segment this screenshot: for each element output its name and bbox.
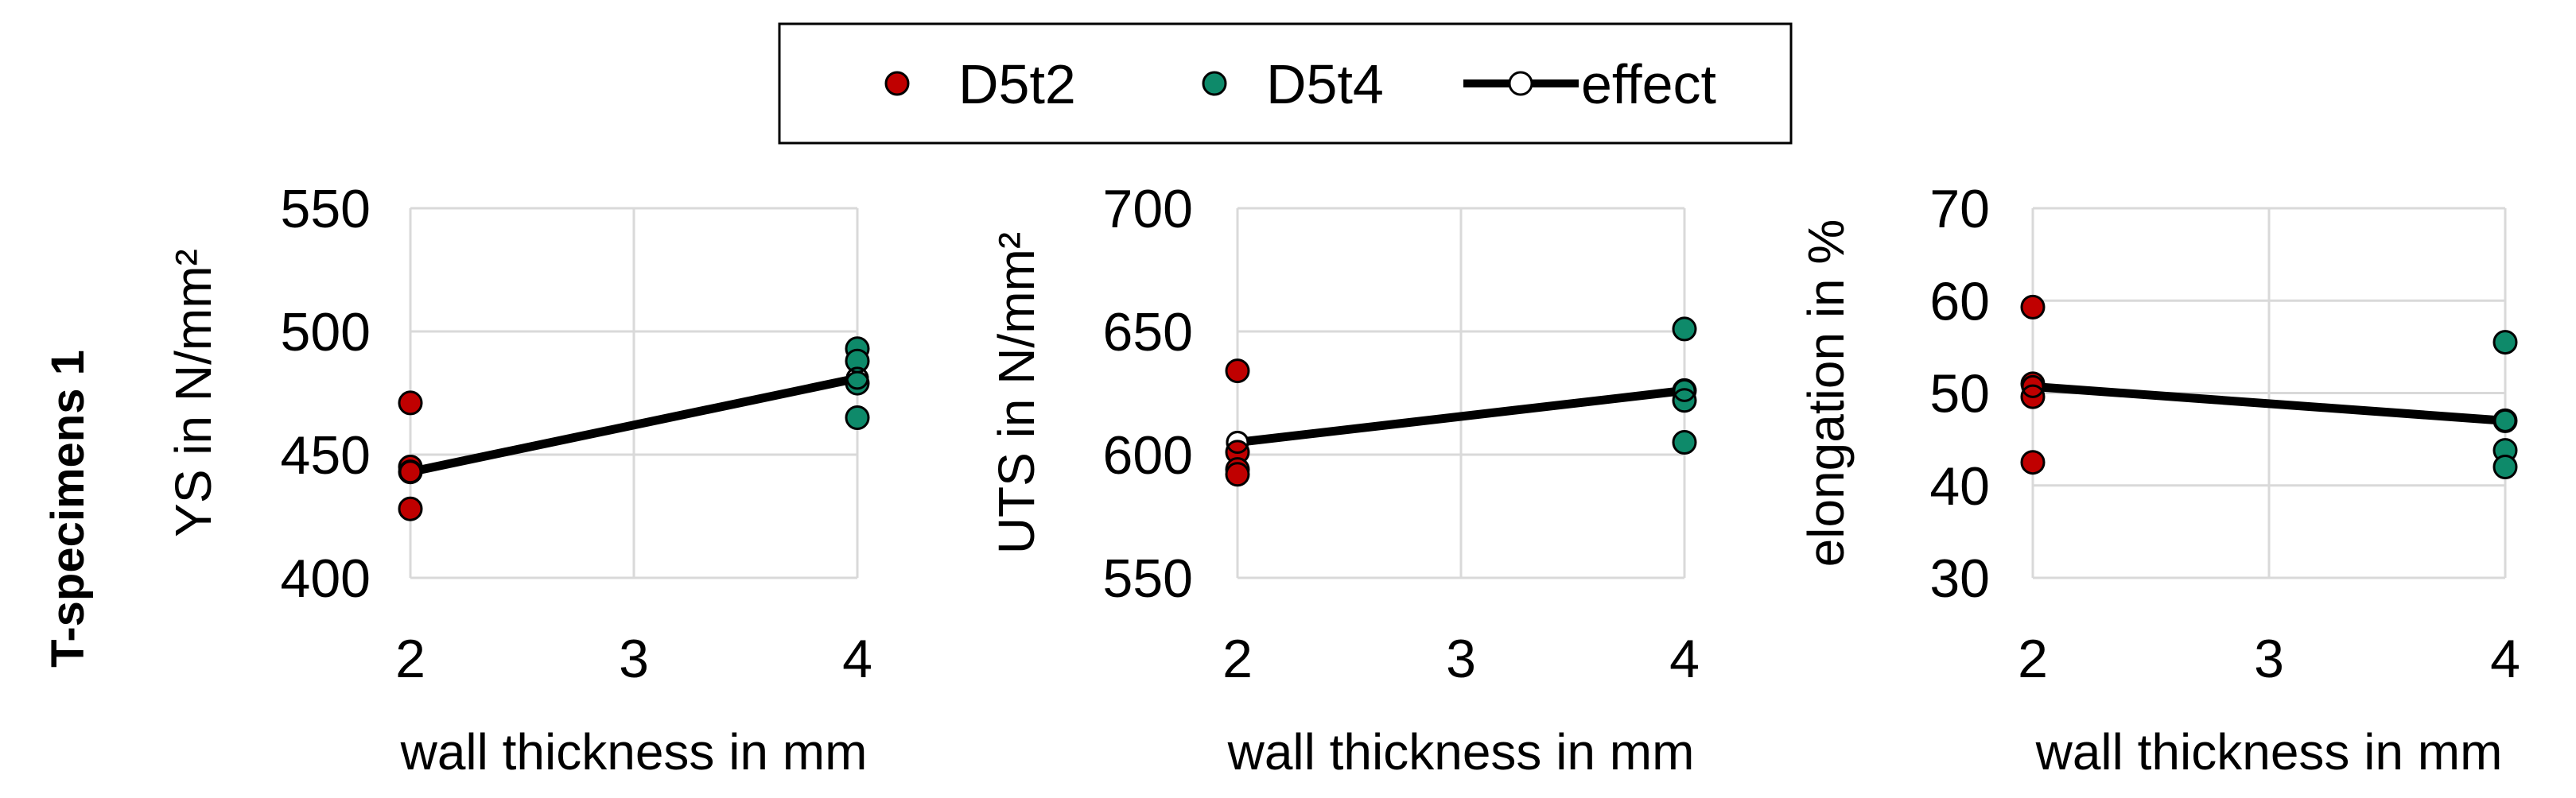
x-tick-label: 3 <box>2254 629 2284 689</box>
effect-point-outline <box>2021 374 2045 398</box>
point-d5t2 <box>1225 462 1250 487</box>
point-d5t2 <box>398 496 423 521</box>
y-tick-label: 50 <box>1929 364 1990 424</box>
legend-box <box>778 22 1793 145</box>
panel-ys: 400 450 500 550 2 3 4 wall thickness in mm YS in… <box>165 179 872 781</box>
point-d5t2 <box>398 390 423 416</box>
point-d5t2 <box>1225 358 1250 384</box>
y-tick-label: 450 <box>281 425 371 486</box>
legend-label-d5t2: D5t2 <box>958 53 1076 115</box>
x-axis-title: wall thickness in mm <box>2035 723 2503 781</box>
y-tick-label: 650 <box>1103 302 1193 362</box>
y-tick-label: 600 <box>1103 425 1193 486</box>
y-tick-label: 500 <box>281 302 371 362</box>
x-tick-label: 4 <box>2490 629 2520 689</box>
effect-line <box>1237 385 1685 447</box>
x-axis-title: wall thickness in mm <box>400 723 868 781</box>
legend-label-effect: effect <box>1581 53 1716 115</box>
legend-marker-effect <box>1508 71 1533 96</box>
point-d5t2 <box>2020 294 2046 320</box>
point-d5t4 <box>1672 316 1697 342</box>
panel-uts: 550 600 650 700 2 3 4 wall thickness in mm UTS i… <box>988 179 1700 781</box>
effect-line <box>2032 382 2506 425</box>
point-d5t2 <box>2020 450 2046 475</box>
legend-marker-d5t4 <box>1202 71 1227 96</box>
x-tick-label: 2 <box>1222 629 1253 689</box>
x-tick-label: 2 <box>2018 629 2048 689</box>
legend-label-d5t4: D5t4 <box>1266 53 1384 115</box>
point-d5t4 <box>1672 430 1697 455</box>
y-axis-title: YS in N/mm² <box>165 249 222 537</box>
row-label: T-specimens 1 <box>42 350 94 668</box>
x-tick-label: 2 <box>395 629 425 689</box>
legend-marker-d5t2 <box>884 71 910 96</box>
point-d5t4 <box>2492 455 2518 479</box>
y-tick-label: 700 <box>1103 179 1193 239</box>
y-tick-label: 30 <box>1929 548 1990 609</box>
y-tick-label: 60 <box>1929 271 1990 331</box>
point-d5t4 <box>845 405 870 430</box>
effect-point-outline <box>845 366 869 390</box>
y-axis-title: elongation in % <box>1797 219 1855 568</box>
y-tick-label: 70 <box>1929 179 1990 239</box>
legend: D5t2 D5t4 effect <box>778 22 1793 145</box>
panel-elongation: 30 40 50 60 70 2 3 4 wall thickness in mm elongat… <box>1797 179 2520 781</box>
y-tick-label: 40 <box>1929 456 1990 517</box>
effect-line <box>409 374 859 477</box>
effect-point-outline <box>1673 378 1696 402</box>
point-d5t4 <box>845 370 870 396</box>
point-d5t4 <box>2492 330 2518 355</box>
x-tick-label: 3 <box>1446 629 1476 689</box>
y-tick-label: 400 <box>281 548 371 609</box>
x-tick-label: 4 <box>1669 629 1700 689</box>
x-tick-label: 3 <box>619 629 649 689</box>
effect-point-outline <box>2493 409 2517 432</box>
y-axis-title: UTS in N/mm² <box>988 232 1045 554</box>
effect-point-outline <box>1226 431 1249 454</box>
y-tick-label: 550 <box>1103 548 1193 609</box>
effect-point-outline <box>398 460 422 484</box>
x-tick-label: 4 <box>842 629 872 689</box>
y-tick-label: 550 <box>281 179 371 239</box>
x-axis-title: wall thickness in mm <box>1227 723 1695 781</box>
